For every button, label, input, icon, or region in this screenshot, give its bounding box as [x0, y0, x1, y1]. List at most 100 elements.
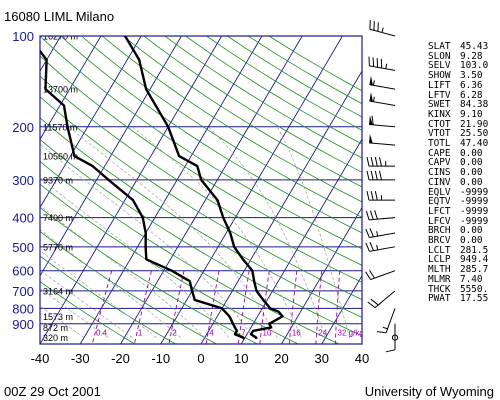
stat-name: KINX — [428, 108, 451, 120]
height-label: 7400 m — [43, 213, 73, 223]
stat-value: 45.43 — [460, 41, 489, 52]
moist-adiabat-line — [68, 126, 278, 338]
y-tick-label: 700 — [12, 284, 34, 299]
stat-name: CINS — [428, 167, 451, 179]
mixing-ratio-label: 10 — [263, 329, 272, 338]
wind-barb — [369, 92, 396, 106]
footer-source: University of Wyoming — [365, 384, 494, 399]
temperature-profile-line — [124, 36, 284, 339]
stat-row: CTOT 21.90 — [428, 118, 500, 130]
stat-name: LCLP — [428, 254, 451, 266]
stat-value: 9.28 — [460, 50, 483, 62]
height-label: 9370 m — [43, 175, 73, 185]
dry-adiabat-line — [40, 161, 340, 344]
dry-adiabat-line — [143, 36, 362, 173]
stat-row: SELV 103.0 — [428, 61, 500, 71]
stat-row: EQLV -9999 — [428, 186, 500, 198]
mixing-ratio-label: 2 — [172, 329, 177, 338]
stat-value: 84.38 — [460, 99, 489, 111]
isotherm-line — [200, 70, 362, 344]
mixing-ratio-line — [315, 270, 323, 344]
isotherm-line — [160, 36, 343, 344]
stat-value: -9999 — [460, 196, 489, 208]
isotherm-line — [40, 36, 102, 141]
wind-barb — [369, 75, 396, 90]
stat-row: PWAT 17.55 — [428, 294, 500, 304]
stat-name: LFTV — [428, 89, 451, 101]
dry-adiabat-line — [40, 255, 176, 344]
mixing-ratio-line — [91, 270, 113, 344]
stat-value: 17.55 — [460, 293, 489, 305]
stat-name: BRCV — [428, 235, 451, 247]
stat-value: 6.36 — [460, 79, 483, 91]
isotherm-line — [120, 36, 303, 344]
mixing-ratio-line — [237, 270, 250, 344]
y-tick-label: 200 — [12, 120, 34, 135]
height-label: 13700 m — [43, 85, 78, 95]
stat-value: 5550. — [460, 283, 489, 295]
y-tick-label: 600 — [12, 264, 34, 279]
moist-adiabat-line — [40, 305, 85, 338]
stat-row: CAPE 0.00 — [428, 149, 500, 159]
wind-barb — [385, 323, 396, 353]
wind-barb — [369, 20, 396, 37]
dry-adiabat-line — [40, 281, 136, 344]
stat-name: SWET — [428, 99, 451, 111]
dry-adiabat-line — [40, 207, 258, 344]
stability-index-table: SLAT 45.43 SLON 9.28 SELV 103.0 SHOW 3.50 LIFT 6.… — [428, 42, 500, 304]
stat-name: SLON — [428, 50, 451, 62]
dry-adiabat-line — [206, 36, 362, 131]
dry-adiabat-line — [40, 183, 299, 344]
stat-value: 6.28 — [460, 89, 483, 101]
stat-name: CINV — [428, 176, 451, 188]
stat-name: VTOT — [428, 128, 451, 140]
x-tick-label: 30 — [315, 351, 329, 366]
wind-barb — [365, 270, 396, 281]
stat-value: 0.00 — [460, 235, 483, 247]
wind-barb — [366, 156, 395, 167]
stat-row: MLTH 285.7 — [428, 265, 500, 275]
stat-row: EQTV -9999 — [428, 197, 500, 207]
stat-value: -9999 — [460, 186, 489, 198]
stat-name: LCLT — [428, 244, 451, 256]
y-tick-label: 100 — [12, 29, 34, 44]
x-tick-label: -10 — [151, 351, 170, 366]
stat-name: LIFT — [428, 79, 451, 91]
wind-barb — [365, 210, 396, 221]
dry-adiabat-line — [268, 36, 362, 92]
moist-adiabat-line — [40, 250, 157, 338]
dry-adiabat-line — [40, 96, 362, 301]
wind-barb — [368, 56, 396, 71]
x-tick-label: -20 — [111, 351, 130, 366]
footer-time: 00Z 29 Oct 2001 — [4, 384, 101, 399]
wind-barb — [366, 170, 395, 181]
stat-row: MLMR 7.40 — [428, 275, 500, 285]
dry-adiabat-line — [40, 55, 362, 266]
wind-barb — [367, 290, 396, 308]
isotherm-line — [79, 36, 263, 344]
dry-adiabat-line — [247, 36, 362, 105]
stat-name: SHOW — [428, 70, 451, 82]
stat-value: 0.00 — [460, 176, 483, 188]
stat-value: 3.50 — [460, 70, 483, 82]
stat-name: CTOT — [428, 118, 451, 130]
stat-row: LIFT 6.36 — [428, 81, 500, 91]
stat-row: CINS 0.00 — [428, 168, 500, 178]
stat-name: BRCH — [428, 225, 451, 237]
stat-name: EQTV — [428, 196, 451, 208]
height-label: 320 m — [43, 333, 68, 343]
mixing-ratio-line — [133, 270, 152, 344]
moist-adiabat-line — [40, 177, 230, 338]
dry-adiabat-line — [164, 36, 362, 159]
moist-adiabat-line — [132, 126, 302, 338]
stat-value: -9999 — [460, 205, 489, 217]
stat-row: SHOW 3.50 — [428, 71, 500, 81]
mixing-ratio-line — [288, 270, 298, 344]
height-label: 1573 m — [43, 312, 73, 322]
x-tick-label: 20 — [274, 351, 288, 366]
moist-adiabat-line — [208, 126, 326, 338]
dry-adiabat-line — [227, 36, 362, 118]
dry-adiabat-line — [40, 117, 362, 318]
